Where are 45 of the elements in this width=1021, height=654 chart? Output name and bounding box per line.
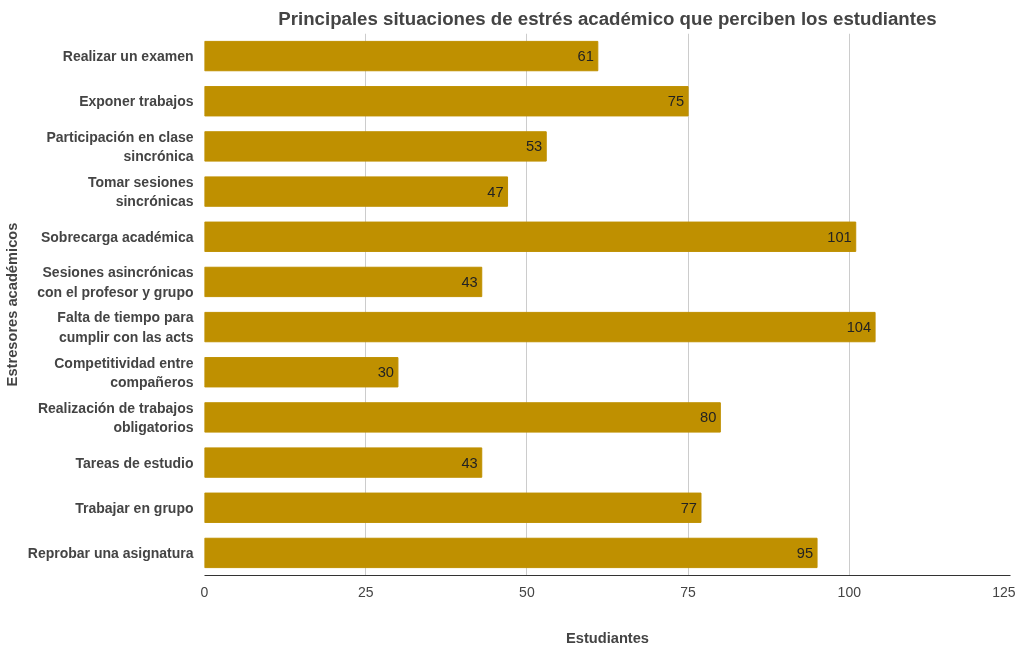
x-tick-label: 25 — [357, 583, 374, 600]
bar — [204, 131, 547, 162]
chart-title: Principales situaciones de estrés académico que perciben los estudiantes — [278, 7, 937, 29]
bar — [204, 176, 509, 207]
y-tick-label: Sobrecarga académica — [40, 228, 194, 245]
data-label: 80 — [700, 409, 717, 426]
data-label: 75 — [667, 93, 685, 110]
bar — [204, 266, 483, 298]
x-axis-title: Estudiantes — [565, 629, 650, 646]
x-tick-label: 75 — [680, 583, 697, 600]
bar — [204, 40, 599, 72]
x-tick-label: 125 — [992, 583, 1016, 600]
data-label: 30 — [377, 364, 394, 381]
data-label: 43 — [461, 273, 478, 290]
data-label: 104 — [846, 319, 872, 336]
y-tick-label: Competitividad entre compañeros — [54, 354, 194, 390]
x-tick-label: 100 — [837, 583, 862, 600]
y-tick-label: Realización de trabajos obligatorios — [37, 399, 194, 436]
y-tick-label: Falta de tiempo para cumplir con las acts — [57, 309, 194, 345]
data-label: 77 — [680, 499, 698, 516]
data-label: 61 — [577, 48, 594, 65]
y-tick-label: Reprobar una asignatura — [27, 544, 194, 561]
y-tick-label: Exponer trabajos — [79, 93, 194, 110]
data-label: 95 — [796, 544, 814, 561]
y-tick-label: Realizar un examen — [62, 48, 194, 65]
y-tick-label: Tomar sesiones sincrónicas — [87, 173, 194, 210]
bar — [204, 447, 483, 478]
bar — [204, 311, 876, 343]
x-tick-label: 50 — [519, 583, 535, 600]
y-tick-label: Participación en clase sincrónica — [46, 128, 194, 165]
data-label: 101 — [827, 228, 852, 245]
bar — [204, 357, 399, 388]
bar — [204, 402, 721, 433]
bar — [204, 492, 702, 523]
data-label: 47 — [487, 183, 504, 200]
data-label: 43 — [461, 454, 478, 471]
x-tick-label: 0 — [200, 583, 209, 600]
bar — [204, 537, 818, 569]
y-tick-label: Trabajar en grupo — [75, 499, 194, 516]
y-tick-label: Tareas de estudio — [75, 454, 194, 471]
y-tick-label: Sesiones asincrónicas con el profesor y grupo — [37, 264, 194, 300]
y-axis-title: Estresores académicos — [3, 222, 20, 387]
bar — [204, 86, 689, 117]
data-label: 53 — [525, 138, 543, 155]
bar — [204, 221, 857, 252]
